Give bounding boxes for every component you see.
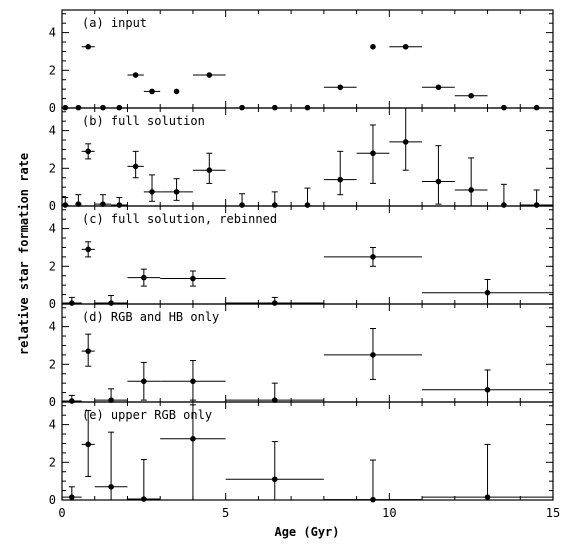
x-tick-label: 5 [222, 506, 229, 520]
x-tick-label: 15 [546, 506, 560, 520]
y-tick-label: 2 [49, 63, 56, 77]
panel-title: (d) RGB and HB only [82, 310, 219, 324]
y-tick-label: 4 [49, 124, 56, 138]
panel-5: (e) upper RGB only 0 2 4 [49, 401, 554, 507]
y-tick-label: 0 [49, 395, 56, 409]
data-point [132, 72, 139, 78]
data-point [85, 441, 91, 448]
x-axis-title: Age (Gyr) [274, 525, 339, 539]
data-point [206, 72, 213, 78]
y-axis-title: relative star formation rate [17, 153, 31, 355]
data-point [239, 202, 245, 208]
panel-title: (a) input [82, 16, 147, 30]
panel-3: (c) full solution, rebinned 0 2 4 [49, 205, 554, 311]
data-point [337, 176, 344, 183]
data-point [108, 484, 114, 490]
data-point [141, 378, 147, 385]
x-tick-label: 0 [58, 506, 65, 520]
panel-1: (a) input 0 2 4 [49, 9, 554, 115]
data-point [141, 274, 147, 281]
data-point [271, 476, 278, 483]
x-tick-label: 10 [382, 506, 396, 520]
data-point [190, 435, 196, 442]
data-point [141, 496, 147, 502]
y-tick-label: 0 [49, 101, 56, 115]
data-point [108, 300, 114, 306]
data-point [149, 189, 155, 195]
data-point [484, 494, 491, 500]
data-point [69, 494, 75, 500]
y-tick-label: 4 [49, 26, 56, 40]
y-tick-label: 0 [49, 297, 56, 311]
data-point [468, 92, 474, 99]
data-point [85, 246, 91, 253]
y-tick-label: 2 [49, 455, 56, 469]
data-point [149, 88, 155, 95]
data-point [533, 202, 540, 208]
data-point [370, 496, 376, 503]
y-tick-label: 4 [49, 222, 56, 236]
data-point [370, 150, 376, 157]
y-tick-label: 0 [49, 493, 56, 507]
y-tick-label: 0 [49, 199, 56, 213]
data-point [337, 84, 344, 91]
data-point [435, 84, 442, 91]
y-tick-label: 2 [49, 357, 56, 371]
panel-title: (e) upper RGB only [82, 408, 212, 422]
data-point [173, 88, 180, 95]
data-point [370, 254, 376, 260]
data-point [402, 43, 409, 50]
y-tick-label: 2 [49, 161, 56, 175]
data-point [85, 348, 91, 354]
data-point [85, 148, 91, 155]
y-tick-label: 4 [49, 418, 56, 432]
data-point [69, 398, 75, 404]
data-point [206, 167, 213, 173]
y-tick-label: 2 [49, 259, 56, 273]
data-point [484, 386, 491, 393]
data-point [468, 187, 474, 193]
data-point [190, 275, 196, 282]
data-point [370, 352, 376, 358]
data-point [501, 202, 507, 208]
data-point [370, 43, 376, 50]
data-point [85, 43, 91, 50]
panel-frame [61, 401, 554, 501]
data-point [304, 202, 311, 208]
data-point [271, 202, 278, 208]
data-point [62, 202, 69, 208]
data-point [271, 300, 278, 306]
data-point [132, 163, 139, 170]
panel-title: (c) full solution, rebinned [82, 212, 277, 226]
data-point [69, 300, 75, 306]
data-point [116, 202, 123, 208]
data-point [402, 139, 409, 145]
data-point [484, 289, 491, 296]
panel-title: (b) full solution [82, 114, 205, 128]
data-point [173, 189, 180, 195]
data-point [190, 378, 196, 385]
panel-4: (d) RGB and HB only 0 2 4 [49, 303, 554, 409]
y-tick-label: 4 [49, 320, 56, 334]
data-point [435, 178, 442, 185]
panel-2: (b) full solution 0 2 4 [49, 107, 554, 213]
